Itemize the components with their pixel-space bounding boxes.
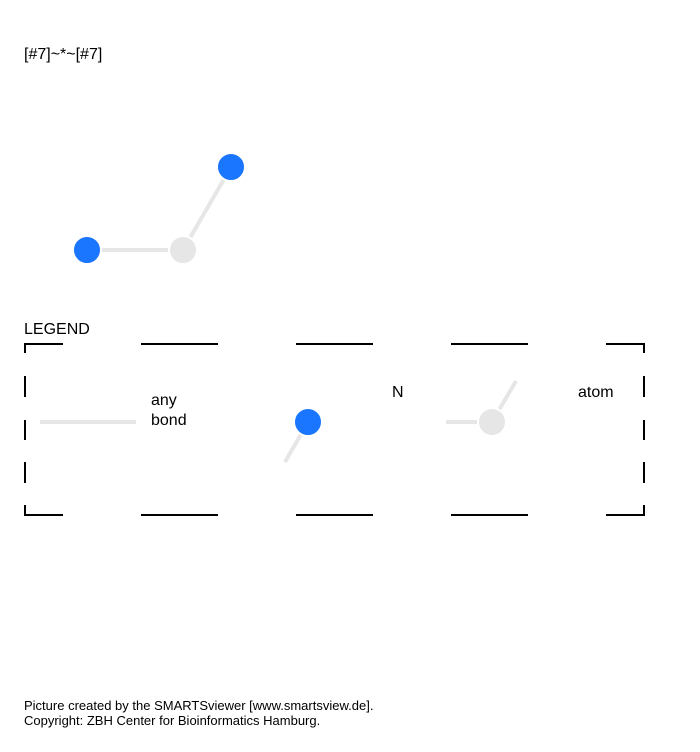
footer-copyright: Copyright: ZBH Center for Bioinformatics…: [24, 714, 320, 727]
legend-title: LEGEND: [24, 322, 90, 338]
legend-label-nitrogen: N: [392, 385, 404, 401]
legend-symbols: [40, 381, 516, 462]
atom-any: [169, 236, 197, 264]
legend-label-bond: bond: [151, 413, 187, 429]
legend-border: [25, 344, 644, 515]
legend-nitrogen-atom-symbol: [294, 408, 322, 436]
smarts-pattern-text: [#7]~*~[#7]: [24, 47, 102, 63]
legend-label-any: any: [151, 393, 177, 409]
molecule-structure: [73, 153, 245, 264]
atom-nitrogen-1: [73, 236, 101, 264]
atom-nitrogen-2: [217, 153, 245, 181]
legend-any-atom-symbol: [478, 408, 506, 436]
footer-credit: Picture created by the SMARTSviewer [www…: [24, 699, 373, 712]
legend-label-atom: atom: [578, 385, 614, 401]
